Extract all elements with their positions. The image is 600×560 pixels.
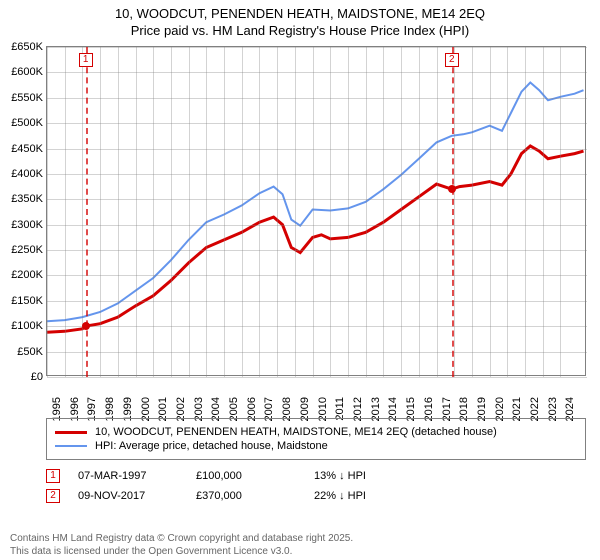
marker-date: 09-NOV-2017: [78, 490, 178, 502]
y-tick-label: £0: [1, 371, 43, 383]
legend-label: HPI: Average price, detached house, Maid…: [95, 440, 328, 452]
marker-diff: 13% ↓ HPI: [314, 470, 414, 482]
y-tick-label: £150K: [1, 295, 43, 307]
line-layer: [47, 47, 587, 377]
y-tick-label: £300K: [1, 219, 43, 231]
y-tick-label: £450K: [1, 143, 43, 155]
y-tick-label: £400K: [1, 168, 43, 180]
chart-area: £0£50K£100K£150K£200K£250K£300K£350K£400…: [46, 46, 586, 376]
marker-dot-1: [82, 322, 90, 330]
title-line2: Price paid vs. HM Land Registry's House …: [0, 23, 600, 40]
chart-title: 10, WOODCUT, PENENDEN HEATH, MAIDSTONE, …: [0, 0, 600, 42]
y-tick-label: £600K: [1, 66, 43, 78]
marker-price: £370,000: [196, 490, 296, 502]
marker-price: £100,000: [196, 470, 296, 482]
legend-swatch: [55, 445, 87, 447]
y-tick-label: £350K: [1, 193, 43, 205]
marker-table-num: 1: [46, 469, 60, 483]
footer: Contains HM Land Registry data © Crown c…: [10, 532, 353, 558]
marker-table-row: 1 07-MAR-1997 £100,000 13% ↓ HPI: [46, 466, 586, 486]
y-tick-label: £250K: [1, 244, 43, 256]
footer-line1: Contains HM Land Registry data © Crown c…: [10, 532, 353, 545]
marker-table-row: 2 09-NOV-2017 £370,000 22% ↓ HPI: [46, 486, 586, 506]
marker-box-1: 1: [79, 53, 93, 67]
marker-line-2: [452, 47, 454, 377]
plot-area: £0£50K£100K£150K£200K£250K£300K£350K£400…: [46, 46, 586, 376]
y-tick-label: £500K: [1, 117, 43, 129]
legend-label: 10, WOODCUT, PENENDEN HEATH, MAIDSTONE, …: [95, 426, 497, 438]
marker-date: 07-MAR-1997: [78, 470, 178, 482]
y-tick-label: £550K: [1, 92, 43, 104]
footer-line2: This data is licensed under the Open Gov…: [10, 545, 353, 558]
series-line-series2: [47, 83, 584, 322]
legend-swatch: [55, 431, 87, 434]
y-tick-label: £100K: [1, 320, 43, 332]
legend-row: HPI: Average price, detached house, Maid…: [55, 439, 577, 453]
marker-dot-2: [448, 185, 456, 193]
marker-box-2: 2: [445, 53, 459, 67]
marker-table-num: 2: [46, 489, 60, 503]
legend-box: 10, WOODCUT, PENENDEN HEATH, MAIDSTONE, …: [46, 418, 586, 460]
y-tick-label: £200K: [1, 269, 43, 281]
y-tick-label: £650K: [1, 41, 43, 53]
y-tick-label: £50K: [1, 346, 43, 358]
markers-table: 1 07-MAR-1997 £100,000 13% ↓ HPI 2 09-NOV-201…: [46, 466, 586, 506]
title-line1: 10, WOODCUT, PENENDEN HEATH, MAIDSTONE, …: [0, 6, 600, 23]
legend-row: 10, WOODCUT, PENENDEN HEATH, MAIDSTONE, …: [55, 425, 577, 439]
marker-diff: 22% ↓ HPI: [314, 490, 414, 502]
